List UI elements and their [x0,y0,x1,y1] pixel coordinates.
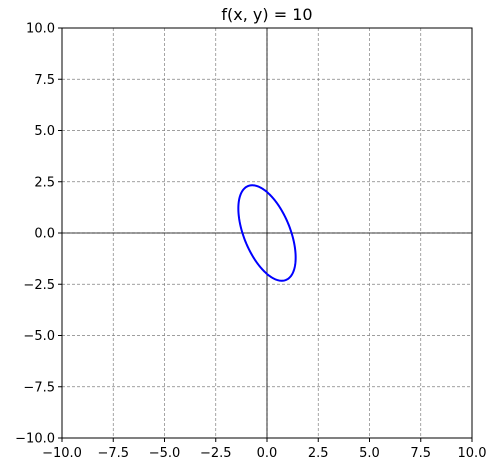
x-tick-label: 7.5 [410,446,431,461]
y-tick-label: 7.5 [34,73,55,88]
x-tick-label: −10.0 [42,446,82,461]
y-tick-label: −5.0 [23,329,55,344]
x-tick-label: 5.0 [359,446,380,461]
series-layer [237,184,297,282]
y-tick-label: 2.5 [34,175,55,190]
y-tick-label: 5.0 [34,124,55,139]
x-tick-label: −7.5 [97,446,129,461]
y-tick-label: 10.0 [26,22,55,37]
y-tick-label: −7.5 [23,380,55,395]
y-tick-label: −10.0 [15,432,55,447]
contour-line [237,184,297,282]
tick-layer: −10.0 −7.5 −5.0 −2.5 0.0 2.5 5.0 7.5 10.0 −10.0 −7… [15,22,486,462]
y-tick-label: 0.0 [34,227,55,242]
y-tick-label: −2.5 [23,278,55,293]
zero-axis-lines [62,28,472,438]
x-tick-label: 10.0 [458,446,487,461]
x-tick-label: −5.0 [149,446,181,461]
chart-title: f(x, y) = 10 [221,5,312,24]
x-tick-label: 0.0 [257,446,278,461]
x-tick-label: −2.5 [200,446,232,461]
x-tick-label: 2.5 [308,446,329,461]
